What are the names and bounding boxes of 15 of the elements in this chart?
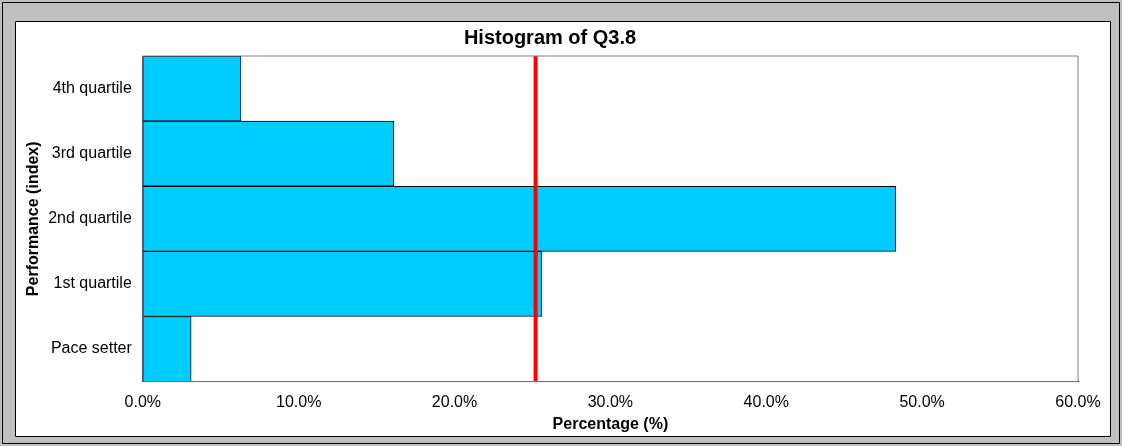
- y-tick-label: 3rd quartile: [51, 144, 132, 162]
- chart-title: Histogram of Q3.8: [463, 25, 637, 48]
- y-tick-label: 4th quartile: [52, 78, 132, 96]
- x-tick-label: 0.0%: [124, 392, 162, 410]
- x-tick-label: 20.0%: [431, 392, 478, 410]
- x-axis-title: Percentage (%): [552, 414, 669, 432]
- x-tick-label: 10.0%: [275, 392, 322, 410]
- y-tick-label: Pace setter: [50, 339, 133, 357]
- x-tick-label: 30.0%: [587, 392, 634, 410]
- y-axis-title: Performance (index): [24, 141, 42, 297]
- y-tick-label: 2nd quartile: [48, 209, 132, 227]
- x-tick-label: 40.0%: [743, 392, 789, 410]
- x-tick-label: 50.0%: [899, 392, 945, 410]
- x-tick-label: 60.0%: [1055, 392, 1101, 410]
- y-tick-label: 1st quartile: [53, 274, 132, 292]
